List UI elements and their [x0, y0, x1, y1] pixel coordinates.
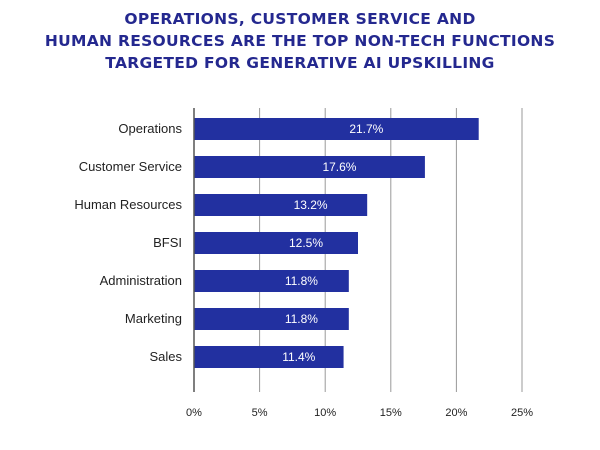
bar-bfsi [194, 232, 358, 254]
value-label-customer-service: 17.6% [322, 160, 356, 174]
chart-title-line-1: OPERATIONS, CUSTOMER SERVICE AND [124, 10, 476, 28]
category-label-administration: Administration [100, 273, 182, 288]
chart-title-line-2: HUMAN RESOURCES ARE THE TOP NON-TECH FUN… [44, 32, 556, 50]
bar-marketing [194, 308, 349, 330]
category-label-sales: Sales [149, 349, 182, 364]
x-tick-label-10: 10% [314, 407, 336, 419]
category-label-operations: Operations [118, 121, 182, 136]
bar-human-resources [194, 194, 368, 216]
x-tick-label-25: 25% [511, 407, 533, 419]
chart-title: OPERATIONS, CUSTOMER SERVICE AND HUMAN R… [0, 8, 600, 74]
value-label-human-resources: 13.2% [294, 198, 328, 212]
x-tick-label-15: 15% [380, 407, 402, 419]
category-label-marketing: Marketing [125, 311, 182, 326]
bar-sales [194, 346, 344, 368]
value-label-sales: 11.4% [282, 350, 315, 364]
category-label-bfsi: BFSI [153, 235, 182, 250]
x-tick-label-0: 0% [186, 407, 202, 419]
value-label-marketing: 11.8% [285, 312, 318, 326]
category-label-customer-service: Customer Service [79, 159, 182, 174]
value-label-operations: 21.7% [349, 122, 383, 136]
bar-operations [194, 118, 479, 140]
bar-customer-service [194, 156, 425, 178]
category-label-human-resources: Human Resources [74, 197, 182, 212]
x-tick-label-20: 20% [445, 407, 467, 419]
value-label-administration: 11.8% [285, 274, 318, 288]
value-label-bfsi: 12.5% [289, 236, 323, 250]
chart-title-line-3: TARGETED FOR GENERATIVE AI UPSKILLING [105, 54, 495, 72]
x-tick-label-5: 5% [252, 407, 268, 419]
bar-administration [194, 270, 349, 292]
